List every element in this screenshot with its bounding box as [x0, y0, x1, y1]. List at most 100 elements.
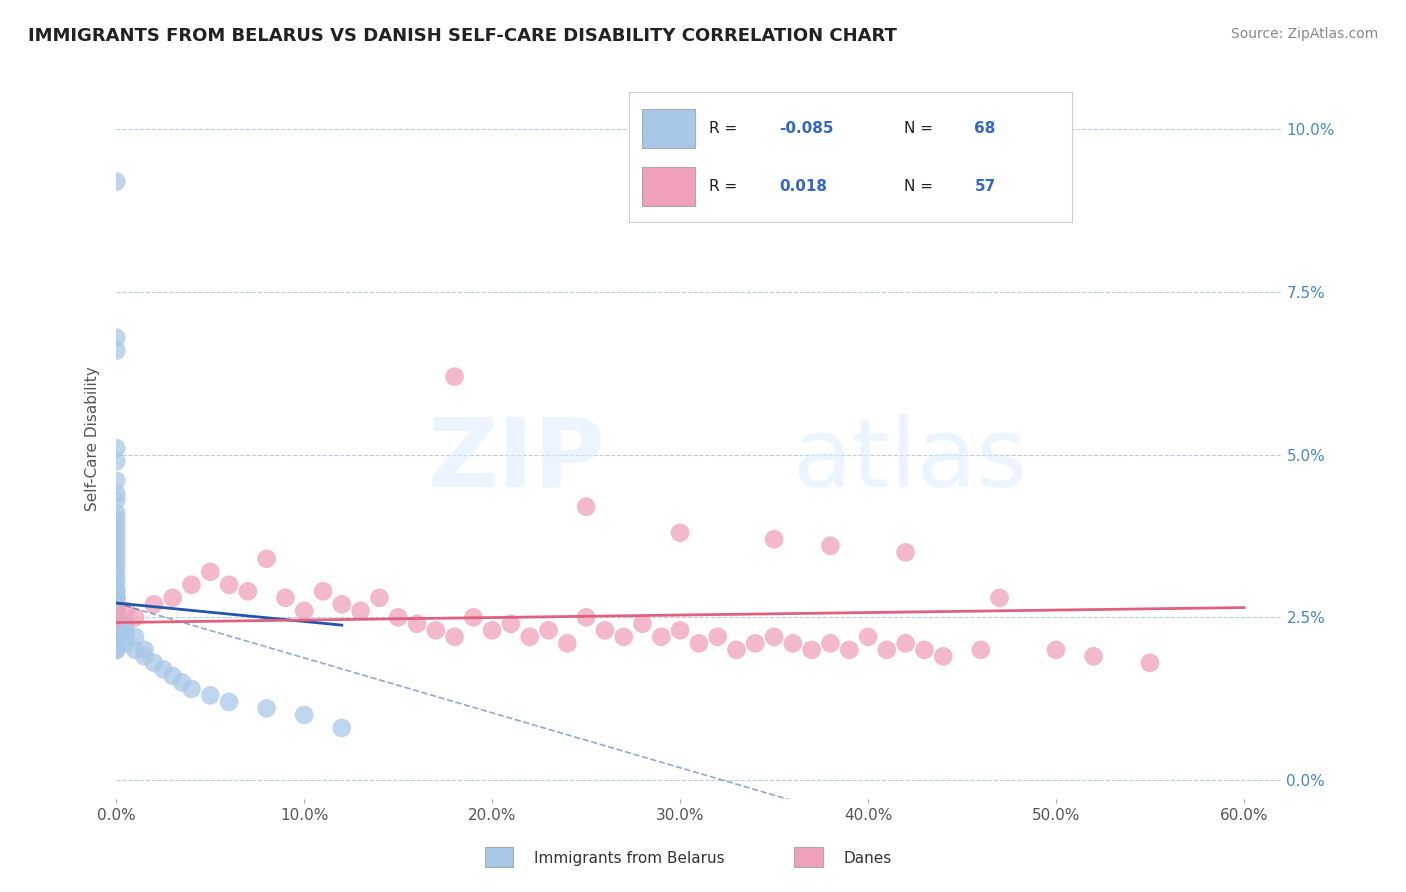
Point [481, 624, 503, 638]
Point [650, 630, 672, 644]
Point [706, 630, 728, 644]
Point [105, 604, 128, 618]
Point [406, 616, 429, 631]
Point [368, 591, 391, 605]
Point [105, 519, 128, 533]
Point [387, 610, 409, 624]
Point [499, 616, 522, 631]
Point [105, 487, 128, 501]
Point [105, 624, 128, 638]
Point [162, 669, 184, 683]
Point [820, 539, 842, 553]
Point [170, 675, 193, 690]
Point [970, 643, 993, 657]
Point [631, 616, 654, 631]
Point [105, 584, 128, 599]
Point [688, 636, 710, 650]
Text: Immigrants from Belarus: Immigrants from Belarus [534, 851, 725, 865]
Point [856, 630, 879, 644]
Point [114, 624, 136, 638]
Point [105, 604, 128, 618]
Point [142, 597, 165, 611]
Point [105, 454, 128, 468]
Point [537, 624, 560, 638]
Point [124, 610, 146, 624]
Point [669, 525, 692, 540]
Point [162, 591, 184, 605]
Point [349, 604, 371, 618]
Point [763, 630, 786, 644]
Y-axis label: Self-Care Disability: Self-Care Disability [86, 366, 100, 511]
Point [124, 643, 146, 657]
Point [105, 597, 128, 611]
Point [124, 630, 146, 644]
Point [105, 565, 128, 579]
Point [105, 597, 128, 611]
Point [105, 610, 128, 624]
Point [988, 591, 1011, 605]
Point [152, 662, 174, 676]
Point [105, 610, 128, 624]
Text: IMMIGRANTS FROM BELARUS VS DANISH SELF-CARE DISABILITY CORRELATION CHART: IMMIGRANTS FROM BELARUS VS DANISH SELF-C… [28, 27, 897, 45]
Point [744, 636, 766, 650]
Point [105, 630, 128, 644]
Point [105, 174, 128, 188]
Point [200, 565, 222, 579]
Point [557, 636, 579, 650]
Point [105, 643, 128, 657]
Text: atlas: atlas [792, 414, 1028, 507]
Point [256, 701, 278, 715]
Point [613, 630, 636, 644]
Point [105, 610, 128, 624]
Point [575, 610, 598, 624]
Point [1083, 649, 1105, 664]
Point [105, 624, 128, 638]
Point [330, 721, 353, 735]
Point [312, 584, 335, 599]
Point [443, 630, 465, 644]
Point [142, 656, 165, 670]
Point [105, 539, 128, 553]
Point [105, 604, 128, 618]
Point [105, 525, 128, 540]
Point [105, 624, 128, 638]
Point [105, 584, 128, 599]
Point [105, 545, 128, 559]
Point [105, 624, 128, 638]
Point [105, 331, 128, 345]
Point [105, 610, 128, 624]
Point [105, 636, 128, 650]
Point [782, 636, 804, 650]
Text: ZIP: ZIP [427, 414, 606, 507]
Point [105, 616, 128, 631]
Point [105, 506, 128, 520]
Point [105, 343, 128, 358]
Point [932, 649, 955, 664]
Point [105, 474, 128, 488]
Point [180, 681, 202, 696]
Point [274, 591, 297, 605]
Point [463, 610, 485, 624]
Point [593, 624, 616, 638]
Point [105, 571, 128, 585]
Point [105, 597, 128, 611]
Point [763, 533, 786, 547]
Point [800, 643, 823, 657]
Point [1139, 656, 1161, 670]
Text: Source: ZipAtlas.com: Source: ZipAtlas.com [1230, 27, 1378, 41]
Point [236, 584, 259, 599]
Point [894, 545, 917, 559]
Point [105, 636, 128, 650]
Point [105, 643, 128, 657]
Point [838, 643, 860, 657]
Point [1045, 643, 1067, 657]
Point [256, 551, 278, 566]
Point [114, 630, 136, 644]
Text: Danes: Danes [844, 851, 891, 865]
Point [105, 493, 128, 508]
Point [425, 624, 447, 638]
Point [330, 597, 353, 611]
Point [105, 578, 128, 592]
Point [105, 630, 128, 644]
Point [105, 551, 128, 566]
